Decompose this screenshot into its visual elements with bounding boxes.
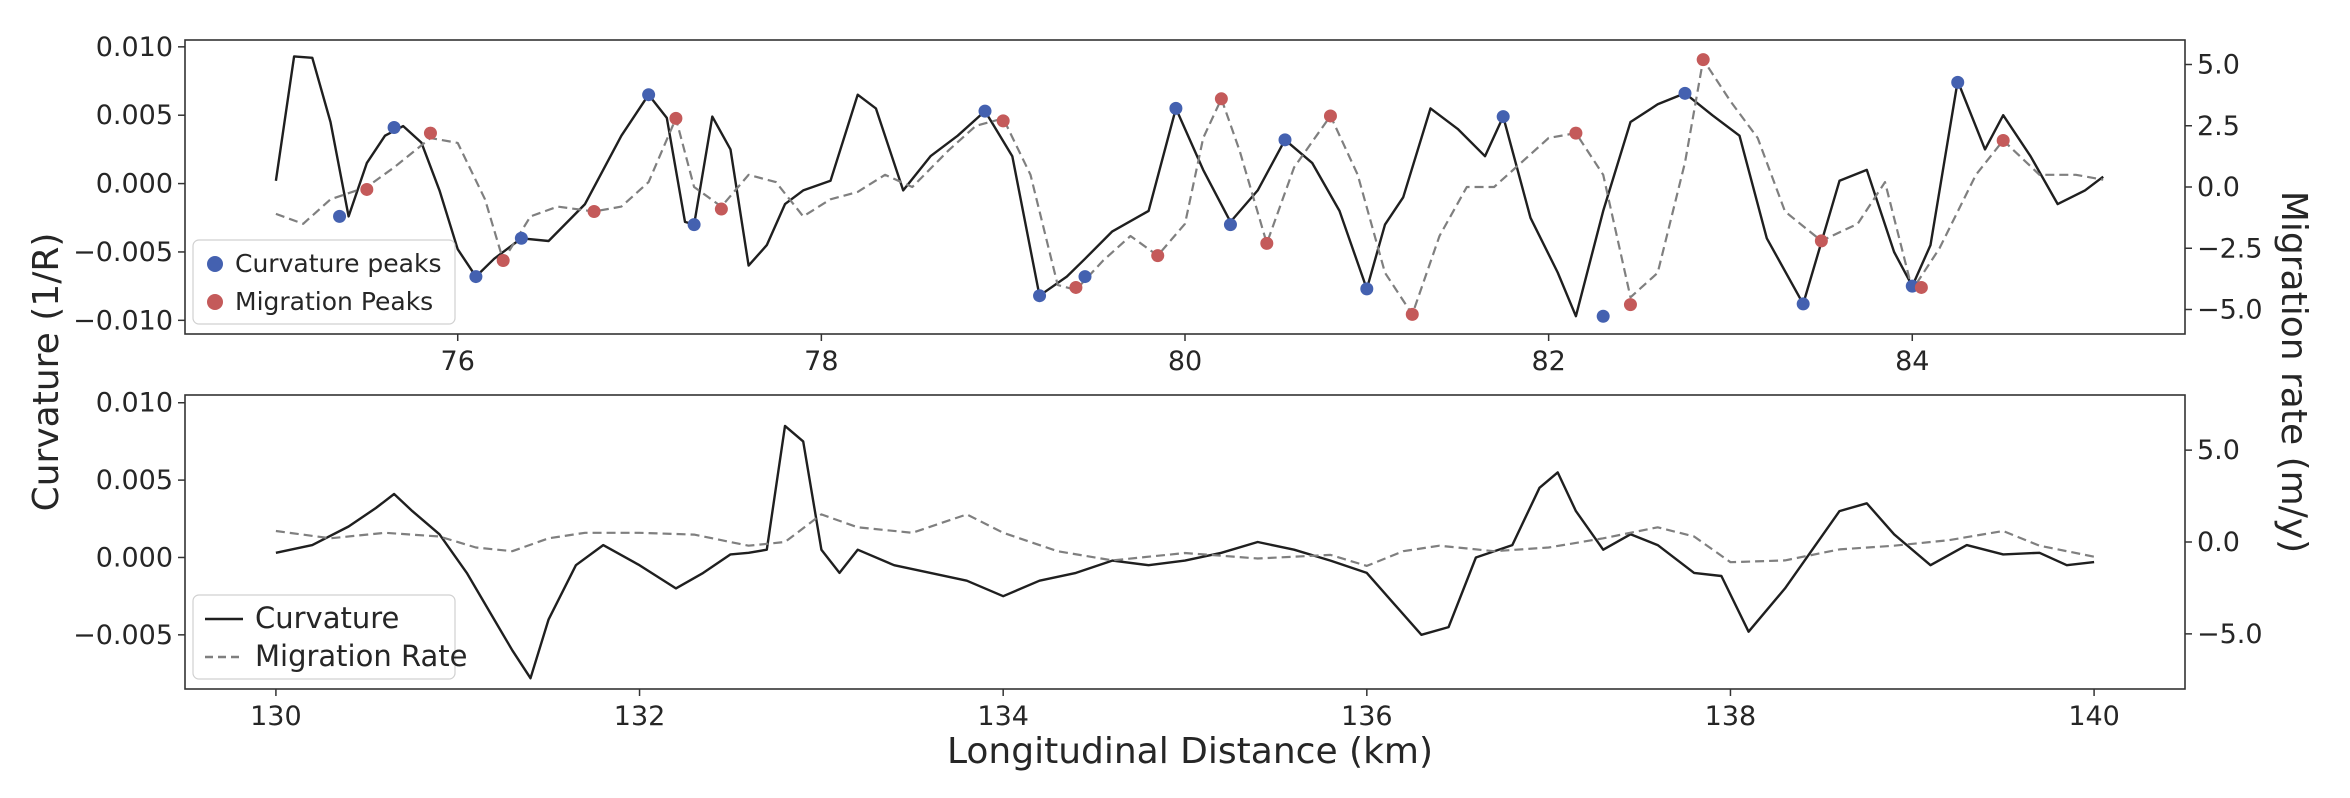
curvature-peak-marker xyxy=(333,209,347,223)
curvature-peak-marker xyxy=(1278,133,1292,147)
migration-peak-marker xyxy=(587,205,601,218)
legend: Curvature Migration Rate xyxy=(192,594,467,680)
curvature-peak-marker xyxy=(1223,218,1237,232)
x-tick-label: 136 xyxy=(1341,701,1393,732)
migration-peak-marker xyxy=(423,126,437,140)
legend-curvature-peaks-marker xyxy=(207,256,223,272)
migration-peak-marker xyxy=(1151,249,1165,263)
y-tick-label-right: 2.5 xyxy=(2197,111,2240,142)
migration-peak-marker xyxy=(669,111,683,125)
legend-box xyxy=(192,594,456,680)
migration-peak-marker xyxy=(1323,109,1337,123)
y-tick-label-left: 0.010 xyxy=(96,388,173,419)
legend-label: Curvature peaks xyxy=(235,249,441,278)
curvature-peak-marker xyxy=(978,104,992,118)
migration-peak-marker xyxy=(1914,280,1928,294)
x-tick-label: 76 xyxy=(441,346,475,377)
top-panel: 76 78 80 82 84 −0.010 −0.005 0.000 0.005 0.010 −5.… xyxy=(73,32,2262,377)
y-tick-label-left: −0.010 xyxy=(73,305,173,336)
curvature-peak-marker xyxy=(1078,270,1092,284)
curvature-peak-marker xyxy=(1951,75,1965,89)
y-tick-label-left: 0.005 xyxy=(96,100,173,131)
y-tick-label-left: 0.000 xyxy=(96,169,173,200)
curvature-peak-marker xyxy=(1496,110,1510,124)
x-axis-label: Longitudinal Distance (km) xyxy=(947,731,1433,772)
curvature-peak-marker xyxy=(1796,297,1810,311)
migration-peak-marker xyxy=(1214,92,1228,106)
curvature-peak-marker xyxy=(1360,282,1374,296)
y-tick-label-left: 0.005 xyxy=(96,465,173,496)
x-tick-label: 80 xyxy=(1168,346,1202,377)
y-axis-label-left: Curvature (1/R) xyxy=(26,233,67,512)
y-tick-label-right: −5.0 xyxy=(2197,295,2263,326)
curvature-peak-marker xyxy=(642,88,656,102)
x-tick-label: 130 xyxy=(250,701,302,732)
curvature-peak-marker xyxy=(687,218,701,232)
y-tick-label-left: 0.010 xyxy=(96,32,173,63)
migration-peak-marker xyxy=(1260,236,1274,250)
curvature-peak-marker xyxy=(469,270,483,284)
migration-peak-marker xyxy=(996,114,1010,128)
curvature-peak-marker xyxy=(387,121,401,135)
y-tick-label-right: 5.0 xyxy=(2197,435,2240,466)
curvature-peak-marker xyxy=(1169,101,1183,115)
migration-peak-marker xyxy=(1405,307,1419,321)
x-tick-label: 84 xyxy=(1895,346,1929,377)
curvature-peak-marker xyxy=(1678,86,1692,100)
y-tick-label-left: 0.000 xyxy=(96,542,173,573)
x-tick-label: 82 xyxy=(1531,346,1565,377)
curvature-peak-marker xyxy=(1596,309,1610,323)
curvature-peak-marker xyxy=(514,231,528,245)
curvature-line xyxy=(275,424,2095,680)
y-tick-label-right: −5.0 xyxy=(2197,619,2263,650)
legend-migration-peaks-marker xyxy=(207,294,223,310)
migration-peak-marker xyxy=(1814,234,1828,248)
x-tick-label: 138 xyxy=(1705,701,1757,732)
y-tick-label-right: 0.0 xyxy=(2197,172,2240,203)
curvature-peak-marker xyxy=(1033,289,1047,303)
migration-peak-marker xyxy=(1996,133,2010,147)
migration-peak-marker xyxy=(360,182,374,196)
legend: Curvature peaks Migration Peaks xyxy=(192,239,456,325)
legend-label: Migration Peaks xyxy=(235,287,433,316)
x-tick-label: 78 xyxy=(804,346,838,377)
migration-peak-marker xyxy=(1623,298,1637,312)
x-tick-label: 132 xyxy=(614,701,666,732)
y-tick-label-left: −0.005 xyxy=(73,237,173,268)
y-axis-label-right: Migration rate (m/y) xyxy=(2273,191,2314,553)
migration-peak-marker xyxy=(496,254,510,267)
migration-peak-marker xyxy=(1569,126,1583,140)
legend-box xyxy=(192,239,456,325)
legend-label: Migration Rate xyxy=(255,639,467,673)
x-tick-label: 134 xyxy=(977,701,1029,732)
legend-label: Curvature xyxy=(255,601,399,635)
migration-peak-marker xyxy=(1069,280,1083,294)
y-tick-label-left: −0.005 xyxy=(73,620,173,651)
y-tick-label-right: −2.5 xyxy=(2197,233,2263,264)
y-tick-label-right: 5.0 xyxy=(2197,50,2240,81)
migration-peak-marker xyxy=(1696,53,1710,67)
bottom-panel: 130 132 134 136 138 140 −0.005 0.000 0.005 0.010 −… xyxy=(73,388,2262,732)
migration-rate-line xyxy=(275,513,2095,568)
x-tick-label: 140 xyxy=(2068,701,2120,732)
migration-peak-marker xyxy=(714,202,728,216)
y-tick-label-right: 0.0 xyxy=(2197,527,2240,558)
